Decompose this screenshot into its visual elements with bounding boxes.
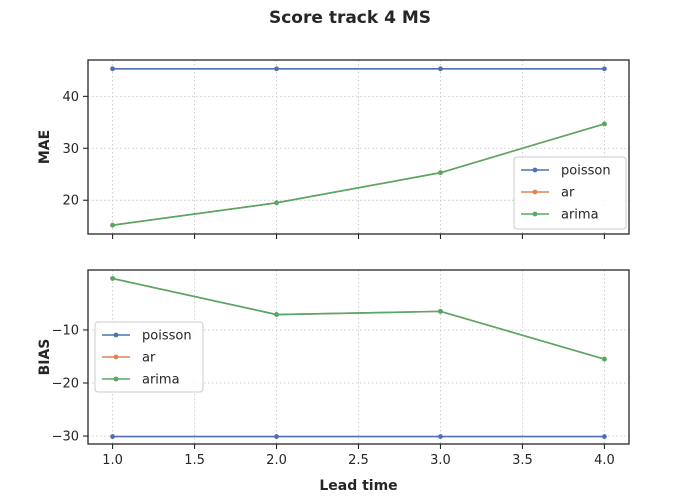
chart-title: Score track 4 MS bbox=[268, 8, 432, 28]
x-tick-label: 3.5 bbox=[512, 453, 533, 468]
legend-marker-arima bbox=[532, 211, 538, 217]
y-tick-label: −20 bbox=[52, 376, 79, 391]
x-axis-label: Lead time bbox=[319, 478, 397, 494]
legend-label-poisson: poisson bbox=[142, 329, 192, 344]
data-point-poisson bbox=[602, 66, 607, 72]
data-point-arima bbox=[602, 356, 607, 362]
data-point-poisson bbox=[110, 434, 115, 439]
data-point-poisson bbox=[274, 66, 279, 72]
legend-box bbox=[513, 156, 627, 230]
y-axis-label: BIAS bbox=[37, 339, 53, 376]
data-point-poisson bbox=[602, 434, 607, 439]
data-point-poisson bbox=[438, 66, 443, 72]
data-point-arima bbox=[110, 276, 115, 281]
data-point-poisson bbox=[274, 434, 279, 439]
data-point-poisson bbox=[110, 66, 115, 72]
y-tick-label: −30 bbox=[52, 430, 79, 445]
legend-box bbox=[94, 321, 204, 393]
data-point-arima bbox=[438, 170, 443, 176]
series-line-arima bbox=[112, 277, 605, 360]
legend-label-ar: ar bbox=[142, 351, 156, 366]
data-point-arima bbox=[274, 200, 279, 206]
legend-label-ar: ar bbox=[561, 186, 575, 201]
legend-marker-poisson bbox=[532, 167, 538, 173]
legend-label-arima: arima bbox=[142, 373, 180, 388]
x-tick-label: 2.0 bbox=[266, 453, 287, 468]
series-line-arima bbox=[112, 123, 605, 226]
data-point-arima bbox=[602, 121, 607, 127]
y-axis-label: MAE bbox=[37, 130, 53, 164]
data-point-poisson bbox=[438, 434, 443, 439]
y-tick-label: 20 bbox=[62, 194, 79, 209]
legend-label-arima: arima bbox=[561, 208, 599, 223]
x-tick-label: 1.0 bbox=[102, 453, 123, 468]
data-point-arima bbox=[110, 222, 115, 228]
legend-label-poisson: poisson bbox=[561, 164, 611, 179]
y-tick-label: 30 bbox=[62, 142, 79, 157]
y-tick-label: −10 bbox=[52, 323, 79, 338]
legend-marker-ar bbox=[113, 354, 119, 360]
legend-marker-arima bbox=[113, 376, 119, 382]
y-tick-label: 40 bbox=[62, 90, 79, 105]
legend-marker-ar bbox=[532, 189, 538, 195]
data-point-arima bbox=[438, 308, 443, 314]
legend-marker-poisson bbox=[113, 332, 119, 338]
x-tick-label: 1.5 bbox=[184, 453, 205, 468]
x-tick-label: 4.0 bbox=[594, 453, 615, 468]
x-tick-label: 3.0 bbox=[430, 453, 451, 468]
x-tick-label: 2.5 bbox=[348, 453, 369, 468]
data-point-arima bbox=[274, 312, 279, 317]
